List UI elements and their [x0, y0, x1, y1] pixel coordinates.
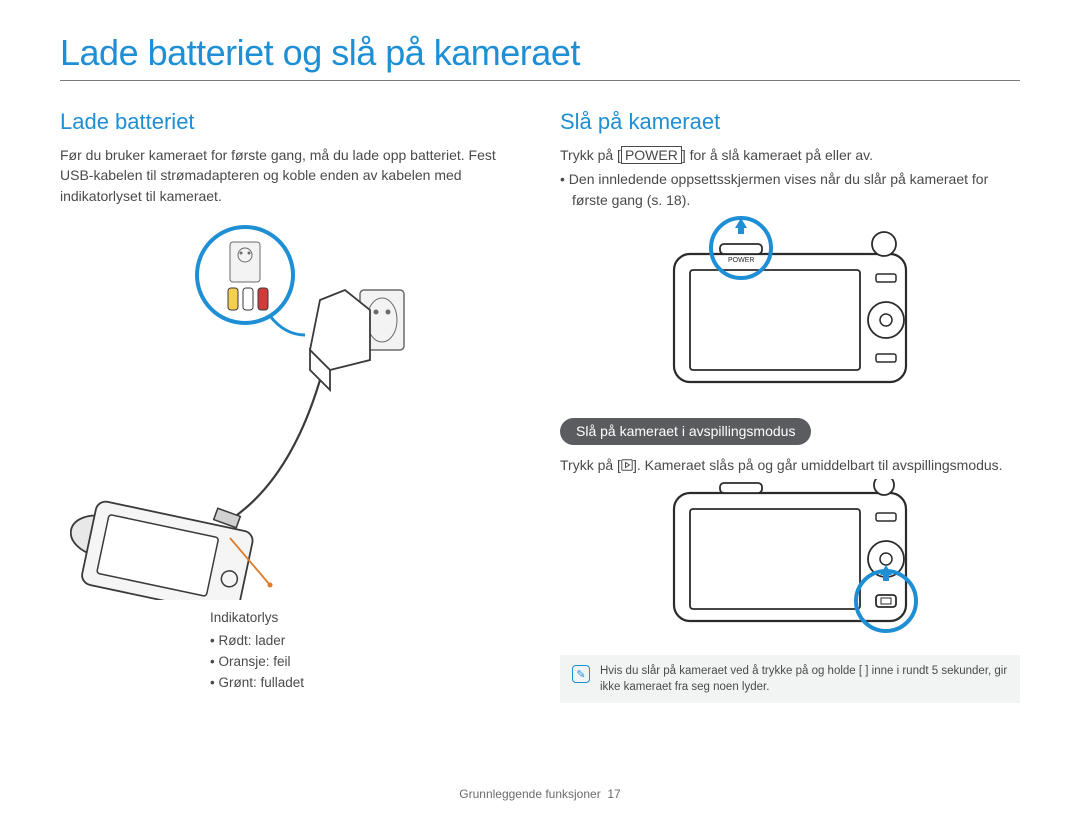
- note-icon: ✎: [572, 665, 590, 683]
- heading-charge: Lade batteriet: [60, 109, 520, 135]
- paragraph-charge: Før du bruker kameraet for første gang, …: [60, 145, 520, 206]
- pill-playback-mode: Slå på kameraet i avspillingsmodus: [560, 418, 811, 445]
- power-key-label: POWER: [621, 146, 682, 164]
- paragraph-playback: Trykk på []. Kameraet slås på og går umi…: [560, 455, 1020, 475]
- power-label-in-fig: POWER: [728, 257, 754, 264]
- figure-charging-diagram: [60, 220, 520, 600]
- paragraph-power: Trykk på [POWER] for å slå kameraet på e…: [560, 145, 1020, 165]
- indicator-item: Rødt: lader: [210, 631, 520, 652]
- heading-power: Slå på kameraet: [560, 109, 1020, 135]
- playback-icon: [621, 459, 633, 471]
- note-box: ✎ Hvis du slår på kameraet ved å trykke …: [560, 655, 1020, 703]
- content-columns: Lade batteriet Før du bruker kameraet fo…: [60, 109, 1020, 703]
- note-text: Hvis du slår på kameraet ved å trykke på…: [600, 663, 1008, 695]
- indicator-item: Grønt: fulladet: [210, 673, 520, 694]
- page-title: Lade batteriet og slå på kameraet: [60, 32, 1020, 74]
- right-column: Slå på kameraet Trykk på [POWER] for å s…: [560, 109, 1020, 703]
- left-column: Lade batteriet Før du bruker kameraet fo…: [60, 109, 520, 703]
- bullet-setup: Den innledende oppsettsskjermen vises nå…: [560, 169, 1020, 210]
- title-rule: [60, 80, 1020, 81]
- figure-playback: [560, 479, 1020, 649]
- figure-power-on: POWER: [560, 214, 1020, 404]
- page-footer: Grunnleggende funksjoner 17: [0, 787, 1080, 801]
- indicator-legend: Indikatorlys Rødt: lader Oransje: feil G…: [210, 608, 520, 694]
- indicator-title: Indikatorlys: [210, 608, 520, 629]
- indicator-item: Oransje: feil: [210, 652, 520, 673]
